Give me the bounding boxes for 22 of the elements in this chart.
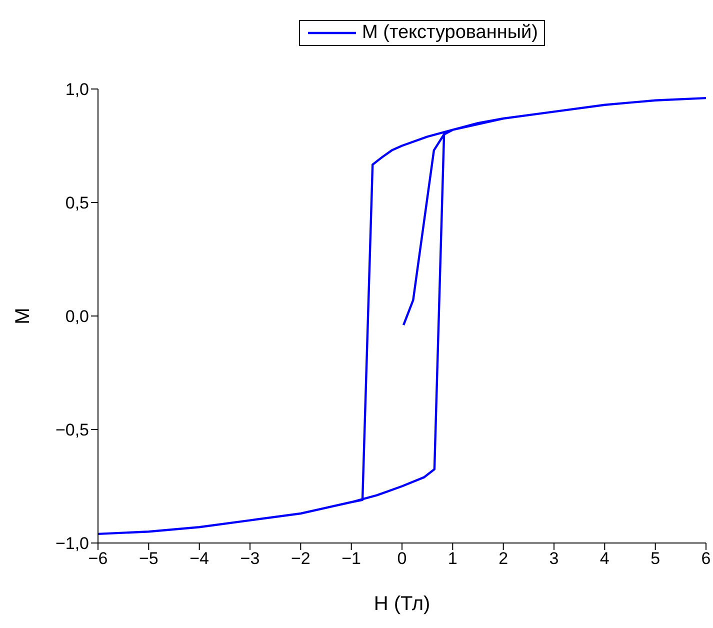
y-tick-label: 0,5 <box>65 194 89 213</box>
x-tick-label: 4 <box>600 549 610 568</box>
x-tick-label: 3 <box>549 549 559 568</box>
line-series <box>98 96 706 536</box>
x-tick-label: −1 <box>342 549 362 568</box>
y-tick-label: −1,0 <box>55 534 89 554</box>
y-tick-label: −0,5 <box>55 420 89 440</box>
y-tick-label: 0,0 <box>65 307 89 326</box>
y-axis-title: M <box>12 308 34 324</box>
y-tick-label: 1,0 <box>65 80 89 100</box>
x-tick-label: 6 <box>701 549 711 568</box>
x-tick-label: −2 <box>290 549 310 568</box>
x-tick-label: 1 <box>448 549 458 568</box>
x-tick-label: −5 <box>138 549 158 568</box>
legend-label: M (текстурованный) <box>362 22 538 44</box>
x-tick-label: −4 <box>190 549 210 568</box>
x-tick-label: −6 <box>88 549 108 568</box>
x-tick-label: −3 <box>240 549 260 568</box>
x-axis-title: H (Тл) <box>374 593 430 615</box>
x-tick-label: 5 <box>650 549 660 568</box>
x-tick-label: 0 <box>397 549 407 568</box>
x-tick-label: 2 <box>498 549 508 568</box>
